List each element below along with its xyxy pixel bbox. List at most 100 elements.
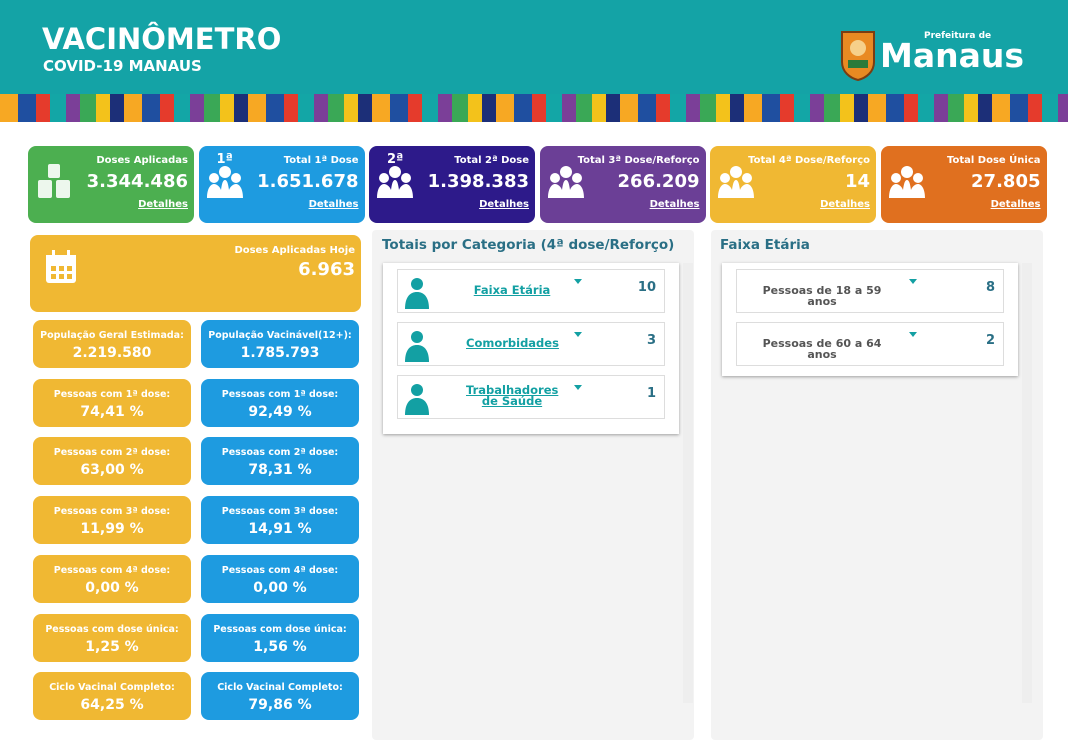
card-badge: 1ª	[216, 152, 233, 167]
scrollbar[interactable]	[683, 263, 693, 703]
calendar-icon	[46, 250, 76, 283]
subtitle: COVID-19 MANAUS	[43, 57, 202, 75]
item-label: Trabalhadores de Saúde	[466, 383, 559, 408]
card-label: Doses Aplicadas	[96, 155, 188, 166]
stat-card: População Vacinável(12+): 1.785.793	[201, 320, 359, 368]
dropdown-arrow[interactable]	[909, 279, 917, 288]
stat-label: Pessoas com dose única:	[213, 623, 347, 635]
card-value: 14	[844, 171, 870, 192]
category-list: Faixa Etária 10 Comorbidades 3 Trabalhadores…	[383, 263, 679, 434]
stat-card: Pessoas com 4ª dose: 0,00 %	[33, 554, 191, 603]
title: VACINÔMETRO	[42, 22, 282, 56]
item-count: 3	[646, 333, 656, 348]
stat-value: 74,41 %	[80, 403, 144, 420]
card-label: Total Dose Única	[946, 155, 1041, 166]
stat-label: Pessoas com dose única:	[45, 623, 179, 635]
summary-card: Total 3ª Dose/Reforço 266.209 Detalhes	[539, 146, 706, 223]
logo-caption: Prefeitura de	[924, 31, 992, 41]
stat-value: 1,56 %	[253, 638, 307, 655]
stat-value: 11,99 %	[80, 521, 144, 538]
details-link[interactable]: Detalhes	[308, 199, 359, 210]
summary-card: Total 4ª Dose/Reforço 14 Detalhes	[710, 146, 876, 223]
scrollbar[interactable]	[1022, 263, 1032, 703]
panel-title: Totais por Categoria (4ª dose/Reforço)	[382, 237, 675, 253]
item-count: 10	[637, 280, 656, 295]
details-link[interactable]: Detalhes	[138, 199, 188, 210]
details-link[interactable]: Detalhes	[820, 199, 870, 210]
age-list: Pessoas de 18 a 59 anos 8 Pessoas de 60 a …	[722, 263, 1018, 376]
panel-title: Faixa Etária	[720, 237, 810, 253]
card-label: Total 4ª Dose/Reforço	[748, 155, 870, 166]
details-link[interactable]: Detalhes	[990, 199, 1041, 210]
stat-card: Pessoas com dose única: 1,25 %	[33, 613, 191, 662]
card-icon	[38, 164, 70, 198]
stat-card: Ciclo Vacinal Completo: 64,25 %	[33, 672, 191, 721]
stat-value: 92,49 %	[248, 403, 312, 420]
dropdown-arrow[interactable]	[574, 385, 582, 394]
stat-value: 0,00 %	[253, 579, 307, 596]
logo-name: Manaus	[880, 36, 1025, 75]
card-label: Total 1ª Dose	[283, 155, 359, 166]
stat-card: Ciclo Vacinal Completo: 79,86 %	[201, 672, 359, 721]
summary-card: Total Dose Única 27.805 Detalhes	[880, 146, 1047, 223]
category-panel: Totais por Categoria (4ª dose/Reforço) F…	[372, 230, 694, 740]
item-label: Pessoas de 18 a 59 anos	[762, 284, 882, 308]
stat-card: Pessoas com 2ª dose: 63,00 %	[33, 437, 191, 486]
card-label: Total 2ª Dose	[454, 155, 529, 166]
summary-card: Doses Aplicadas 3.344.486 Detalhes	[28, 146, 194, 223]
stat-label: Pessoas com 3ª dose:	[53, 506, 171, 518]
stat-card: Pessoas com 3ª dose: 11,99 %	[33, 496, 191, 545]
stat-label: Ciclo Vacinal Completo:	[217, 682, 343, 694]
item-icon	[405, 384, 429, 415]
stat-value: 78,31 %	[248, 462, 312, 479]
summary-card: 1ª Total 1ª Dose 1.651.678 Detalhes	[198, 146, 365, 223]
stat-value: 1.785.793	[240, 345, 320, 361]
item-count: 1	[646, 386, 656, 401]
dropdown-arrow[interactable]	[574, 332, 582, 341]
card-value: 266.209	[617, 171, 700, 192]
stat-label: Ciclo Vacinal Completo:	[49, 682, 175, 694]
stat-card: Pessoas com 1ª dose: 92,49 %	[201, 378, 359, 427]
item-label: Faixa Etária	[473, 283, 551, 297]
item-count: 2	[985, 333, 995, 348]
list-item[interactable]: Pessoas de 60 a 64 anos 2	[736, 322, 1004, 366]
stat-label: Pessoas com 2ª dose:	[53, 447, 171, 459]
stat-card: População Geral Estimada: 2.219.580	[33, 320, 191, 368]
card-icon	[206, 166, 243, 198]
stat-value: 64,25 %	[80, 697, 144, 714]
card-icon	[888, 166, 925, 198]
stat-value: 0,00 %	[85, 579, 139, 596]
stat-label: Pessoas com 4ª dose:	[221, 564, 339, 576]
dropdown-arrow[interactable]	[574, 279, 582, 288]
age-panel: Faixa Etária Pessoas de 18 a 59 anos 8 Pes…	[711, 230, 1043, 740]
list-item[interactable]: Faixa Etária 10	[397, 269, 665, 313]
stat-card: Pessoas com 3ª dose: 14,91 %	[201, 496, 359, 545]
details-link[interactable]: Detalhes	[479, 199, 529, 210]
stat-label: Pessoas com 3ª dose:	[221, 506, 339, 518]
card-value: 27.805	[971, 171, 1041, 192]
stat-label: População Geral Estimada:	[40, 330, 184, 341]
list-item[interactable]: Pessoas de 18 a 59 anos 8	[736, 269, 1004, 313]
stat-card: Pessoas com 2ª dose: 78,31 %	[201, 437, 359, 486]
stat-card: Pessoas com dose única: 1,56 %	[201, 613, 359, 662]
list-item[interactable]: Trabalhadores de Saúde 1	[397, 375, 665, 419]
stat-label: Pessoas com 1ª dose:	[221, 388, 339, 400]
stat-value: 1,25 %	[85, 638, 139, 655]
stat-label: População Vacinável(12+):	[208, 330, 352, 341]
details-link[interactable]: Detalhes	[649, 199, 700, 210]
stat-label: Pessoas com 1ª dose:	[53, 388, 171, 400]
card-label: Total 3ª Dose/Reforço	[577, 155, 700, 166]
stat-value: 2.219.580	[72, 345, 152, 361]
item-icon	[405, 331, 429, 362]
logo-crest	[841, 31, 875, 82]
item-label: Comorbidades	[466, 336, 559, 350]
stat-value: 63,00 %	[80, 462, 144, 479]
today-value: 6.963	[298, 259, 355, 280]
dropdown-arrow[interactable]	[909, 332, 917, 341]
stat-label: Pessoas com 2ª dose:	[221, 447, 339, 459]
card-icon	[718, 166, 754, 198]
card-icon	[547, 166, 584, 198]
stat-label: Pessoas com 4ª dose:	[53, 564, 171, 576]
list-item[interactable]: Comorbidades 3	[397, 322, 665, 366]
